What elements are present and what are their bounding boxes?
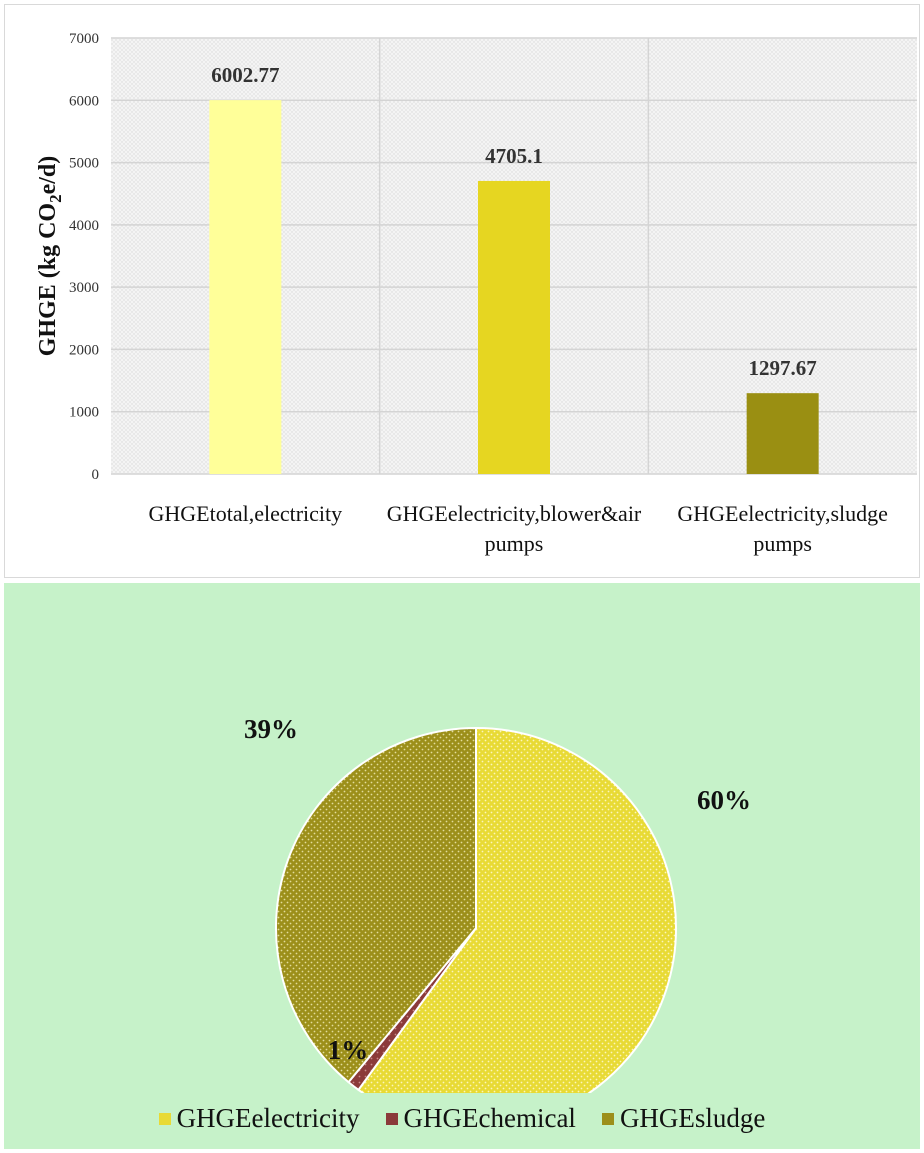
- y-tick-label: 0: [92, 467, 100, 483]
- x-category-label: GHGEelectricity,sludge pumps: [677, 501, 888, 556]
- bar: [478, 180, 550, 474]
- pie-chart: 60% 1% 39%: [244, 714, 751, 1093]
- legend-label-electricity: GHGEelectricity: [176, 1103, 360, 1133]
- legend-item-sludge: GHGEsludge: [601, 1103, 766, 1134]
- legend-label-chemical: GHGEchemical: [403, 1103, 576, 1133]
- legend-swatch-electricity: [158, 1112, 171, 1125]
- pie-slice-ghgesludge: [275, 726, 477, 1084]
- legend-label-sludge: GHGEsludge: [619, 1103, 766, 1133]
- data-labels: 6002.77 4705.1 1297.67: [211, 63, 817, 380]
- y-tick-label: 7000: [69, 31, 99, 47]
- y-tick-label: 3000: [69, 280, 99, 296]
- x-category-label: GHGEelectricity,blower&air pumps: [387, 501, 642, 556]
- bar-chart-panel: 0 1000 2000 3000 4000 5000 6000 7000 6002.77 470…: [4, 4, 920, 578]
- bar: [746, 393, 819, 474]
- pie-slice-label: 1%: [328, 1035, 369, 1065]
- bar: [209, 100, 282, 474]
- y-tick-label: 6000: [69, 93, 99, 109]
- y-tick-label: 4000: [69, 218, 99, 234]
- data-label: 4705.1: [485, 144, 543, 168]
- y-axis-ticks: 0 1000 2000 3000 4000 5000 6000 7000: [69, 31, 99, 483]
- y-tick-label: 2000: [69, 342, 99, 358]
- y-tick-label: 1000: [69, 405, 99, 421]
- pie-labels: 60% 1% 39%: [244, 714, 751, 1065]
- legend-swatch-sludge: [601, 1112, 614, 1125]
- data-label: 1297.67: [749, 356, 817, 380]
- legend-swatch-chemical: [385, 1112, 398, 1125]
- y-tick-label: 5000: [69, 156, 99, 172]
- pie-slice-label: 39%: [244, 714, 298, 744]
- legend-item-electricity: GHGEelectricity: [158, 1103, 360, 1134]
- pie-slice-label: 60%: [697, 785, 751, 815]
- x-category-label: GHGEtotal,electricity: [149, 501, 343, 526]
- legend: GHGEelectricity GHGEchemical GHGEsludge: [4, 1103, 920, 1134]
- data-label: 6002.77: [211, 63, 279, 87]
- legend-item-chemical: GHGEchemical: [385, 1103, 576, 1134]
- pie-slice-ghgeelectricity: [357, 726, 677, 1093]
- bar-chart: 0 1000 2000 3000 4000 5000 6000 7000 6002.77 470…: [35, 31, 917, 556]
- pie-slices: [275, 726, 677, 1093]
- y-axis-label: GHGE (kg CO2e/d): [35, 156, 65, 357]
- pie-chart-panel: 60% 1% 39% GHGEelectricity GHGEchemical GH…: [4, 583, 920, 1149]
- bars: [209, 100, 819, 474]
- x-axis-categories: GHGEtotal,electricity GHGEelectricity,blo…: [149, 501, 888, 556]
